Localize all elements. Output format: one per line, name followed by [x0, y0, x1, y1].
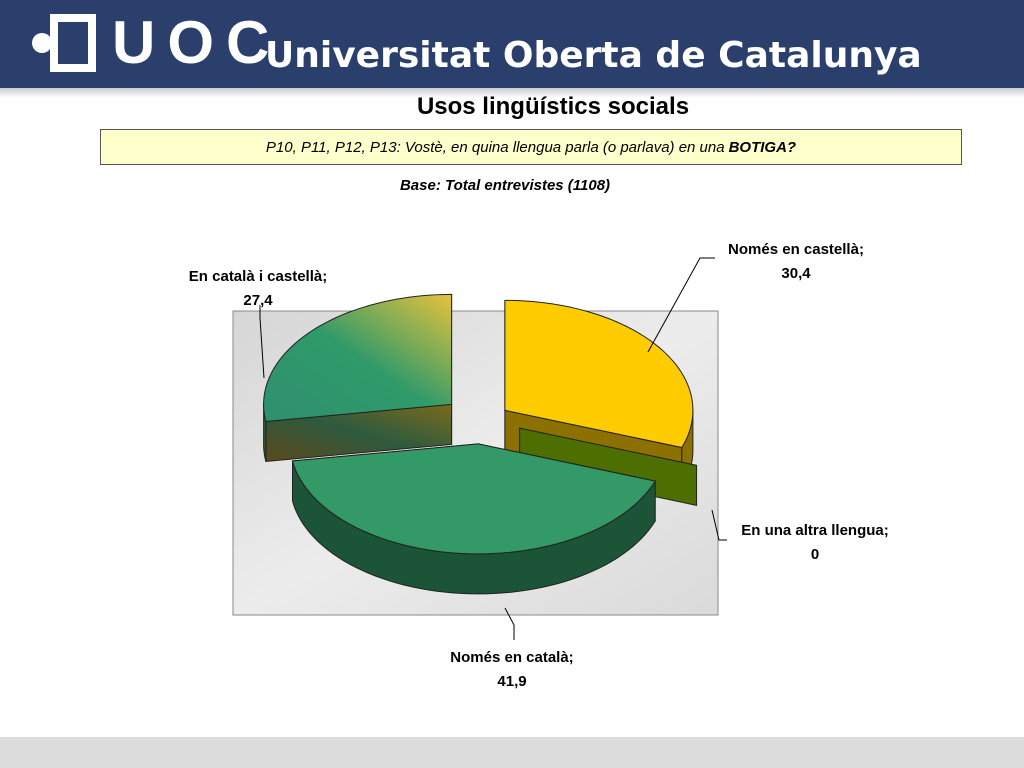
leader-lines: [259, 257, 727, 640]
footer-bar: [0, 737, 1024, 768]
leader-line-en-catala-i-castella: [259, 305, 265, 379]
slice-label-en-catala-i-castella: En català i castellà;: [189, 268, 327, 285]
leader-line-nomes-en-castella: [647, 257, 715, 353]
uoc-logo-icon: [32, 14, 96, 72]
question-emphasis: BOTIGA?: [728, 138, 797, 156]
slice-value-en-catala-i-castella: 27,4: [243, 292, 273, 309]
slice-value-nomes-en-castella: 30,4: [781, 265, 811, 282]
leader-line-nomes-en-catala: [504, 607, 515, 640]
slice-value-nomes-en-catala: 41,9: [497, 673, 526, 690]
logo-text: UOC: [112, 9, 282, 76]
header-bar: UOC Universitat Oberta de Catalunya: [0, 0, 1024, 88]
slice-label-en-una-altra-llengua: En una altra llengua;: [741, 522, 889, 539]
university-name: Universitat Oberta de Catalunya: [265, 35, 922, 76]
slice-label-nomes-en-catala: Només en català;: [450, 649, 573, 666]
pie-slice-nomes-en-catala: [291, 443, 656, 595]
slice-value-en-una-altra-llengua: 0: [811, 546, 819, 563]
leader-line-en-una-altra-llengua: [711, 509, 727, 541]
header-shadow: [0, 88, 1024, 98]
question-text: P10, P11, P12, P13: Vostè, en quina llen…: [265, 138, 725, 156]
slices-layer: [263, 293, 698, 595]
slide-title: Usos lingüístics socials: [416, 93, 690, 120]
question-box: P10, P11, P12, P13: Vostè, en quina llen…: [100, 129, 962, 165]
slice-label-nomes-en-castella: Només en castellà;: [728, 241, 864, 258]
data-labels: Només en castellà; 30,4 En una altra lleng…: [189, 241, 889, 690]
base-note: Base: Total entrevistes (1108): [399, 177, 611, 194]
pie-slice-en-catala-i-castella: [263, 293, 453, 463]
